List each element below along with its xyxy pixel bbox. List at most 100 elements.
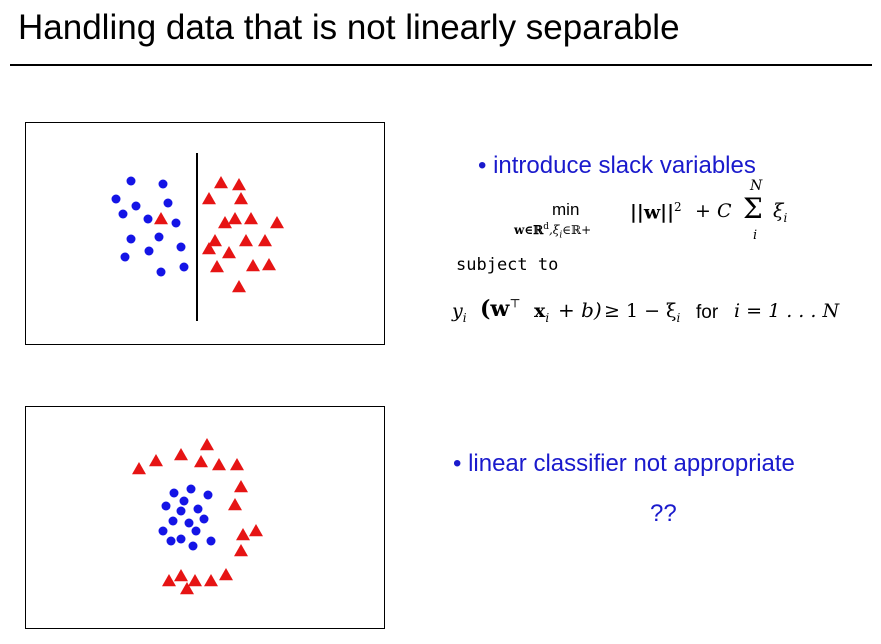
x-sub: i xyxy=(545,310,550,325)
class-triangle-point xyxy=(202,192,216,205)
class-circle-point xyxy=(126,234,136,244)
class-circle-point xyxy=(176,534,186,544)
separable-data-plot xyxy=(111,153,284,321)
class-circle-point xyxy=(158,526,168,536)
class-triangle-point xyxy=(174,448,188,461)
class-circle-point xyxy=(186,484,196,494)
class-circle-point xyxy=(179,262,189,272)
sum-sign: Σ xyxy=(743,192,763,225)
objective-formula: min w∈ℝd,ξi∈ℝ+ ||w||2 + C N Σ i ξi xyxy=(512,178,812,248)
constraint-rhs: ≥ 1 − ξi xyxy=(604,300,680,325)
objective-plus-c: + C xyxy=(695,200,732,222)
constraint-y: yi xyxy=(452,300,467,325)
class-triangle-point xyxy=(270,216,284,229)
objective-norm: ||w||2 xyxy=(630,200,682,223)
class-circle-point xyxy=(126,176,136,186)
class-triangle-point xyxy=(244,212,258,225)
class-triangle-point xyxy=(132,462,146,475)
class-circle-point xyxy=(169,488,179,498)
constraint-b: + b) xyxy=(558,298,602,322)
class-circle-point xyxy=(161,501,171,511)
class-circle-point xyxy=(163,198,173,208)
separable-data-panel xyxy=(25,122,385,345)
xi-symbol: ξ xyxy=(773,200,784,222)
min-sub-w: w∈ℝ xyxy=(514,223,544,237)
class-triangle-point xyxy=(246,259,260,272)
min-sub-xi: ,ξ xyxy=(548,223,560,237)
sum-term-xi: ξi xyxy=(773,200,787,225)
subject-to-label: subject to xyxy=(456,255,559,275)
class-circle-point xyxy=(188,541,198,551)
class-triangle-point xyxy=(239,234,253,247)
class-triangle-point xyxy=(228,498,242,511)
rhs-sub: i xyxy=(676,310,681,325)
class-circle-point xyxy=(203,490,213,500)
bullet-slack-variables: • introduce slack variables xyxy=(478,152,756,179)
class-triangle-point xyxy=(219,568,233,581)
y-sub: i xyxy=(462,310,467,325)
constraint-for: for xyxy=(696,302,719,323)
class-triangle-point xyxy=(222,246,236,259)
x-symbol: x xyxy=(534,300,546,322)
class-triangle-point xyxy=(208,234,222,247)
class-triangle-point xyxy=(234,544,248,557)
class-triangle-point xyxy=(149,454,163,467)
sum-lower-limit: i xyxy=(753,228,758,243)
nonseparable-data-panel xyxy=(25,406,385,629)
class-circle-point xyxy=(144,246,154,256)
y-symbol: y xyxy=(452,300,463,322)
class-triangle-point xyxy=(230,458,244,471)
bullet-linear-not-appropriate: • linear classifier not appropriate xyxy=(453,450,795,477)
class-circle-point xyxy=(191,526,201,536)
min-sub-i: i xyxy=(559,230,563,241)
class-triangle-point xyxy=(234,480,248,493)
class-circle-point xyxy=(168,516,178,526)
class-circle-point xyxy=(166,536,176,546)
class-circle-point xyxy=(176,506,186,516)
class-circle-point xyxy=(111,194,121,204)
class-triangle-point xyxy=(200,438,214,451)
transpose: ⊤ xyxy=(509,296,521,311)
class-circle-point xyxy=(131,201,141,211)
class-circle-point xyxy=(199,514,209,524)
class-triangle-point xyxy=(210,260,224,273)
class-triangle-point xyxy=(188,574,202,587)
slide-title: Handling data that is not linearly separ… xyxy=(18,8,680,47)
min-operator: min xyxy=(552,200,580,219)
norm-square: 2 xyxy=(674,200,682,214)
class-triangle-point xyxy=(154,212,168,225)
constraint-w: (w⊤ xyxy=(480,296,521,322)
class-circle-point xyxy=(143,214,153,224)
class-circle-point xyxy=(193,504,203,514)
constraint-formula: yi (w⊤ xi + b) ≥ 1 − ξi for i = 1 . . . … xyxy=(452,296,872,336)
class-circle-point xyxy=(118,209,128,219)
class-circle-point xyxy=(120,252,130,262)
class-triangle-point xyxy=(232,178,246,191)
class-triangle-point xyxy=(202,242,216,255)
xi-sub: i xyxy=(783,210,788,225)
constraint-range: i = 1 . . . N xyxy=(734,300,840,322)
class-triangle-point xyxy=(212,458,226,471)
class-triangle-point xyxy=(234,192,248,205)
constraint-x: xi xyxy=(534,300,549,325)
class-triangle-point xyxy=(180,582,194,595)
title-underline xyxy=(10,64,872,66)
class-triangle-point xyxy=(194,455,208,468)
class-triangle-point xyxy=(258,234,272,247)
class-triangle-point xyxy=(162,574,176,587)
class-triangle-point xyxy=(218,216,232,229)
class-circle-point xyxy=(158,179,168,189)
class-circle-point xyxy=(206,536,216,546)
class-triangle-point xyxy=(174,569,188,582)
rhs-text: ≥ 1 − ξ xyxy=(604,300,677,322)
paren-w: (w xyxy=(480,296,510,322)
class-triangle-point xyxy=(214,176,228,189)
sum-upper-limit: N xyxy=(750,178,763,194)
class-triangle-point xyxy=(232,280,246,293)
class-circle-point xyxy=(184,518,194,528)
class-circle-point xyxy=(156,267,166,277)
class-triangle-point xyxy=(262,258,276,271)
class-circle-point xyxy=(154,232,164,242)
class-triangle-point xyxy=(204,574,218,587)
class-circle-point xyxy=(176,242,186,252)
